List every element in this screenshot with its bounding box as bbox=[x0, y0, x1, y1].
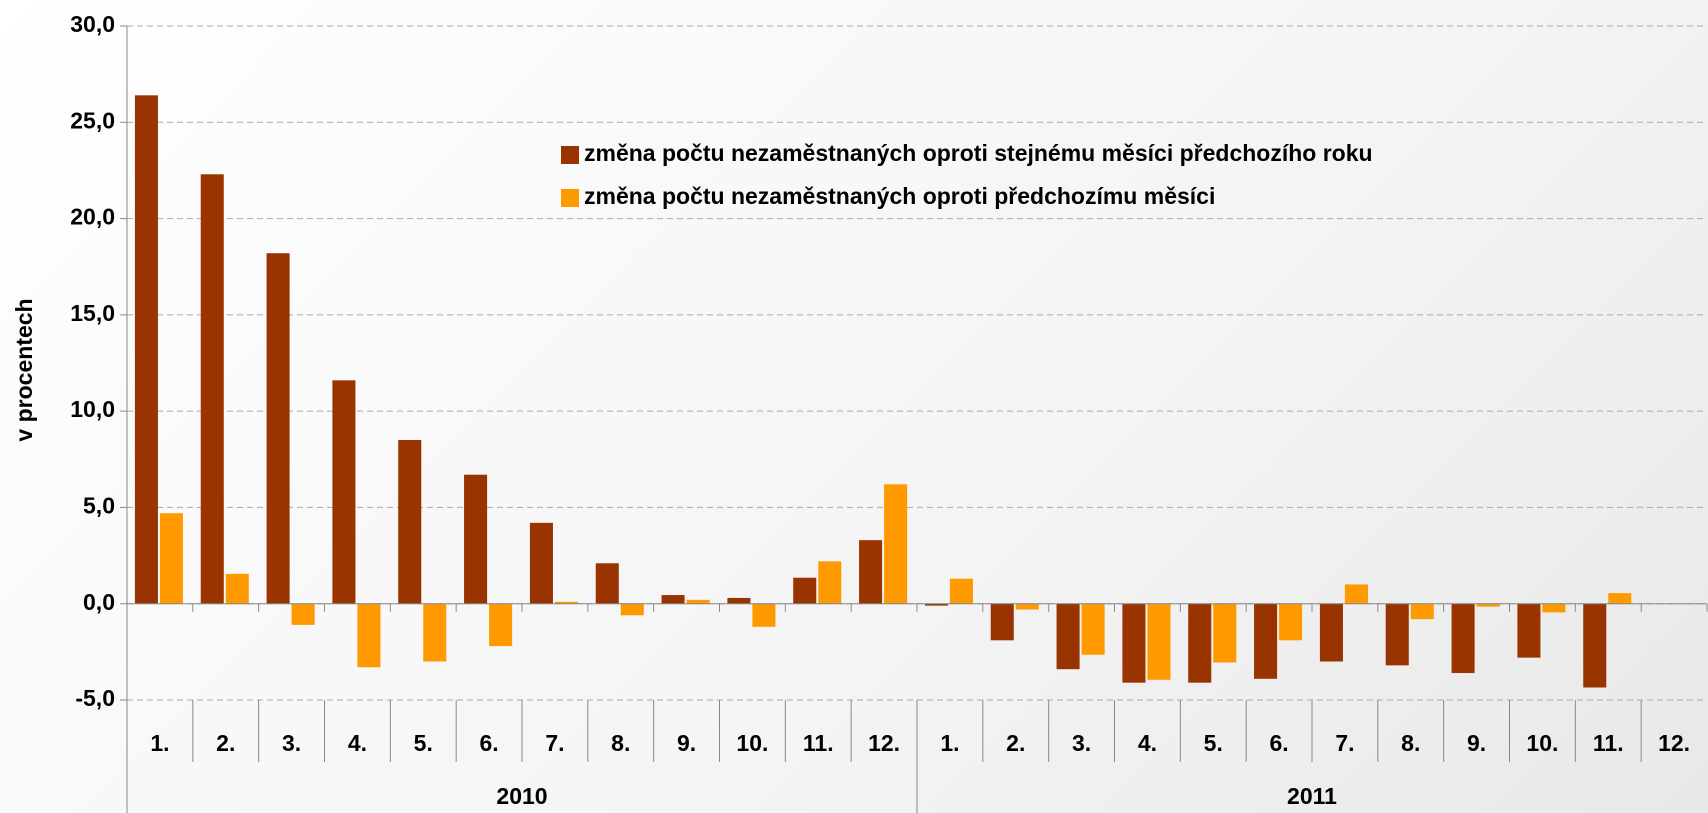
x-tick-label: 10. bbox=[736, 730, 768, 756]
x-tick-label: 2. bbox=[216, 730, 235, 756]
bar bbox=[398, 440, 422, 604]
bar bbox=[332, 380, 356, 604]
x-tick-label: 8. bbox=[1401, 730, 1420, 756]
bar bbox=[159, 513, 183, 604]
x-tick-label: 5. bbox=[1204, 730, 1223, 756]
x-tick-label: 9. bbox=[677, 730, 696, 756]
bar bbox=[620, 603, 644, 616]
x-tick-label: 6. bbox=[1269, 730, 1288, 756]
x-tick-label: 3. bbox=[1072, 730, 1091, 756]
y-tick-label: 5,0 bbox=[83, 493, 115, 519]
bar bbox=[291, 603, 315, 625]
bar bbox=[884, 484, 908, 604]
bar bbox=[1254, 603, 1278, 679]
bar bbox=[1608, 593, 1632, 604]
bar bbox=[489, 603, 513, 647]
bar bbox=[818, 561, 842, 604]
group-label: 2010 bbox=[496, 783, 547, 809]
bar bbox=[266, 253, 290, 604]
bar bbox=[859, 540, 883, 604]
bar bbox=[423, 603, 447, 662]
legend-swatch bbox=[561, 189, 579, 207]
y-tick-label: 0,0 bbox=[83, 589, 115, 615]
y-tick-label: 10,0 bbox=[70, 396, 115, 422]
bar bbox=[225, 573, 249, 604]
bar bbox=[357, 603, 381, 668]
bar bbox=[1279, 603, 1303, 641]
bar bbox=[1476, 603, 1500, 607]
y-tick-label: 20,0 bbox=[70, 204, 115, 230]
bar bbox=[1147, 603, 1171, 680]
bar bbox=[464, 474, 488, 604]
bar bbox=[1344, 584, 1368, 604]
x-tick-label: 2. bbox=[1006, 730, 1025, 756]
x-tick-label: 3. bbox=[282, 730, 301, 756]
x-tick-label: 12. bbox=[868, 730, 900, 756]
x-tick-label: 11. bbox=[803, 730, 834, 756]
y-axis-title: v procentech bbox=[11, 298, 37, 441]
bar bbox=[1122, 603, 1146, 683]
bar bbox=[1213, 603, 1237, 663]
bar bbox=[924, 603, 948, 606]
bar bbox=[1015, 603, 1039, 610]
x-tick-label: 11. bbox=[1593, 730, 1624, 756]
bar bbox=[1188, 603, 1212, 683]
bar bbox=[1542, 603, 1566, 613]
y-tick-label: -5,0 bbox=[75, 685, 115, 711]
x-tick-label: 10. bbox=[1526, 730, 1558, 756]
bar bbox=[200, 174, 224, 604]
legend-label: změna počtu nezaměstnaných oproti stejné… bbox=[584, 140, 1373, 166]
bar bbox=[1451, 603, 1475, 674]
x-tick-label: 7. bbox=[1335, 730, 1354, 756]
x-tick-label: 7. bbox=[545, 730, 564, 756]
bar bbox=[661, 595, 685, 604]
x-tick-label: 1. bbox=[150, 730, 169, 756]
legend-label: změna počtu nezaměstnaných oproti předch… bbox=[584, 183, 1215, 209]
bar bbox=[1081, 603, 1105, 655]
x-tick-label: 4. bbox=[348, 730, 367, 756]
bar bbox=[727, 597, 751, 604]
bar bbox=[595, 563, 619, 604]
bar bbox=[1517, 603, 1541, 658]
group-label: 2011 bbox=[1287, 783, 1337, 809]
bar bbox=[1385, 603, 1409, 666]
bar bbox=[990, 603, 1014, 641]
bar bbox=[134, 95, 158, 604]
x-tick-label: 5. bbox=[414, 730, 433, 756]
bar bbox=[554, 601, 578, 604]
x-tick-label: 8. bbox=[611, 730, 630, 756]
x-tick-label: 4. bbox=[1138, 730, 1157, 756]
bar bbox=[1410, 603, 1434, 620]
bar bbox=[793, 577, 817, 604]
bar bbox=[949, 578, 973, 604]
y-tick-label: 25,0 bbox=[70, 107, 115, 133]
bar bbox=[1583, 603, 1607, 688]
y-tick-label: 30,0 bbox=[70, 11, 115, 37]
x-tick-label: 9. bbox=[1467, 730, 1486, 756]
bar bbox=[1319, 603, 1343, 662]
x-tick-label: 6. bbox=[479, 730, 498, 756]
x-tick-label: 12. bbox=[1658, 730, 1690, 756]
y-tick-label: 15,0 bbox=[70, 300, 115, 326]
bar bbox=[1056, 603, 1080, 670]
bar bbox=[752, 603, 776, 627]
bar bbox=[529, 522, 553, 604]
bar bbox=[686, 599, 710, 604]
x-tick-label: 1. bbox=[940, 730, 959, 756]
legend-swatch bbox=[561, 146, 579, 164]
